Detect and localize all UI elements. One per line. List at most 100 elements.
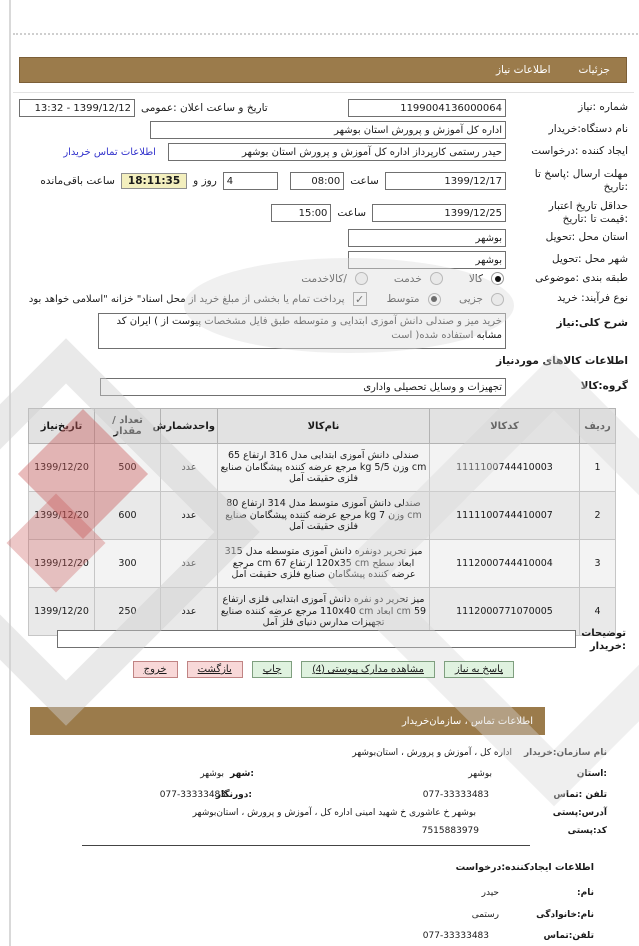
cell-row-number: 4: [580, 587, 617, 636]
org-contact-bar-title: اطلاعات تماس ، سازمان‌خریدار: [402, 715, 534, 727]
org-fax-value: 077-33333483: [160, 790, 227, 800]
table-row: 4 1112000771070005 میز تحریر دو نفره دان…: [29, 587, 617, 636]
treasury-checkbox[interactable]: ✓: [353, 292, 368, 306]
back-button[interactable]: بازگشت: [187, 661, 244, 678]
cell-item-name: صندلی دانش آموزی ابتدایی مدل 316 ارتفاع …: [218, 443, 431, 492]
org-name-label: نام سازمان:خریدار: [524, 748, 608, 758]
treasury-text: پرداخت تمام یا بخشی از مبلغ خرید از محل …: [29, 293, 346, 305]
org-province-label: :استان: [577, 769, 608, 779]
creator-field: حیدر رستمی کارپرداز اداره کل آموزش و پرو…: [168, 143, 507, 161]
cell-unit: عدد: [161, 491, 219, 540]
creator-label: ایجاد کننده :درخواست: [532, 145, 629, 158]
org-postal-label: کد:پستی: [568, 826, 608, 836]
cell-item-name: صندلی دانش آموزی متوسط مدل 314 ارتفاع 80…: [218, 491, 431, 540]
cell-unit: عدد: [161, 587, 219, 636]
header-item-name: نام‌کالا: [218, 408, 431, 444]
top-tab-bar: جزئیات اطلاعات نیاز: [20, 57, 628, 83]
radio-motevaset-label: متوسط: [387, 293, 421, 305]
group-label: گروه:کالا: [581, 380, 629, 393]
need-description-label: شرح کلی:نیاز: [557, 317, 629, 329]
table-row: 1 1111100744410003 صندلی دانش آموزی ابتد…: [29, 443, 617, 492]
cell-item-code: 1112000771070005: [430, 587, 581, 636]
validity-label: حداقل تاریخ اعتبار :قیمت تا :تاریخ: [549, 199, 629, 225]
action-buttons: پاسخ به نیاز مشاهده مدارک پیوستی (4) چاپ…: [133, 661, 515, 678]
radio-khedmat-label: خدمت: [394, 272, 423, 285]
row-need-number: شماره :نیاز 1199004136000064 تاریخ و ساع…: [12, 99, 629, 117]
cell-quantity: 500: [95, 443, 162, 492]
row-need-description: شرح کلی:نیاز خرید میز و صندلی دانش آموزی…: [12, 313, 629, 349]
cell-row-number: 1: [580, 443, 617, 492]
radio-kala-khedmat[interactable]: [355, 272, 369, 286]
cell-need-date: 1399/12/20: [29, 587, 96, 636]
row-org: نام دستگاه:خریدار اداره کل آموزش و پرورش…: [12, 121, 629, 139]
exit-button[interactable]: خروج: [133, 661, 179, 678]
cell-item-code: 1111100744410003: [430, 443, 581, 492]
radio-khedmat[interactable]: [430, 272, 444, 286]
validity-time-field: 15:00: [272, 204, 333, 222]
org-contact-bar: اطلاعات تماس ، سازمان‌خریدار: [31, 707, 546, 735]
header-need-date: تاریخ‌نیاز: [29, 408, 96, 444]
org-address-label: آدرس:پستی: [553, 808, 608, 818]
org-fax-label: :دورنگار: [216, 790, 253, 800]
goods-table: ردیف کدکالا نام‌کالا واحدشمارش تعداد / م…: [29, 408, 617, 636]
org-phone-value: 077-33333483: [423, 790, 490, 800]
validity-date-field: 1399/12/25: [373, 204, 507, 222]
cell-need-date: 1399/12/20: [29, 443, 96, 492]
countdown-timer: 18:11:35: [121, 173, 189, 189]
header-quantity: تعداد / مقدار: [95, 408, 162, 444]
org-address-value: بوشهر خ عاشوری خ شهید امینی اداره کل ، آ…: [193, 808, 477, 818]
radio-motevaset[interactable]: [428, 292, 442, 306]
cell-item-code: 1112000744410004: [430, 539, 581, 588]
print-button[interactable]: چاپ: [252, 661, 294, 678]
respond-button[interactable]: پاسخ به نیاز: [444, 661, 515, 678]
province-label: استان محل :تحویل: [546, 231, 629, 244]
need-number-label: شماره :نیاز: [579, 101, 629, 114]
view-attachments-button[interactable]: مشاهده مدارک پیوستی (4): [302, 661, 436, 678]
group-field: تجهیزات و وسایل تحصیلی واداری: [101, 378, 507, 396]
row-creator: ایجاد کننده :درخواست حیدر رستمی کارپرداز…: [12, 143, 629, 161]
creator-last-name-value: رستمی: [472, 910, 500, 920]
row-deadline: مهلت ارسال :پاسخ تا :تاریخ 1399/12/17 سا…: [12, 165, 629, 197]
topic-label: طبقه بندی :موضوعی: [536, 272, 629, 284]
radio-kala-khedmat-label: /کالاخدمت: [302, 272, 348, 285]
days-remaining-field: 4: [223, 172, 279, 190]
row-province: استان محل :تحویل بوشهر: [12, 229, 629, 247]
row-validity: حداقل تاریخ اعتبار :قیمت تا :تاریخ 1399/…: [12, 197, 629, 229]
creator-last-name-label: نام:خانوادگی: [537, 910, 595, 920]
deadline-hour-label: ساعت: [351, 175, 380, 187]
cell-row-number: 3: [580, 539, 617, 588]
tab-need-info[interactable]: اطلاعات نیاز: [496, 64, 552, 76]
days-label: روز و: [194, 175, 218, 187]
radio-kala-label: کالا: [469, 272, 484, 285]
header-unit: واحدشمارش: [154, 408, 219, 444]
buyer-contact-link[interactable]: اطلاعات تماس خریدار: [64, 146, 157, 158]
cell-unit: عدد: [161, 539, 219, 588]
creator-phone-value: 077-33333483: [423, 931, 490, 941]
org-province-value: بوشهر: [469, 769, 493, 779]
org-city-label: :شهر: [231, 769, 255, 779]
goods-table-header-row: ردیف کدکالا نام‌کالا واحدشمارش تعداد / م…: [29, 408, 617, 444]
cell-quantity: 300: [95, 539, 162, 588]
org-phone-label: تلفن :تماس: [554, 790, 608, 800]
header-row-number: ردیف: [580, 408, 617, 444]
creator-first-name-label: نام:: [578, 888, 595, 898]
org-name-value: اداره کل ، آموزش و پرورش ، استان‌بوشهر: [353, 748, 513, 758]
table-row: 2 1111100744410007 صندلی دانش آموزی متوس…: [29, 491, 617, 540]
province-field: بوشهر: [349, 229, 507, 247]
cell-quantity: 250: [95, 587, 162, 636]
row-topic: طبقه بندی :موضوعی کالا خدمت /کالاخدمت: [12, 272, 629, 286]
deadline-time-field: 08:00: [290, 172, 346, 190]
org-postal-value: 7515883979: [422, 826, 480, 836]
radio-kala[interactable]: [492, 272, 505, 286]
buyer-note-input[interactable]: [58, 630, 577, 648]
header-item-code: کدکالا: [430, 408, 581, 444]
radio-jozii[interactable]: [492, 292, 505, 306]
cell-need-date: 1399/12/20: [29, 539, 96, 588]
city-label: شهر محل :تحویل: [553, 253, 629, 266]
org-city-value: بوشهر: [201, 769, 225, 779]
tab-details[interactable]: جزئیات: [579, 64, 611, 76]
buyer-note-label: توضیحات :خریدار: [582, 628, 627, 652]
table-row: 3 1112000744410004 میز تحریر دونفره دانش…: [29, 539, 617, 588]
announce-label: تاریخ و ساعت اعلان :عمومی: [142, 102, 269, 114]
